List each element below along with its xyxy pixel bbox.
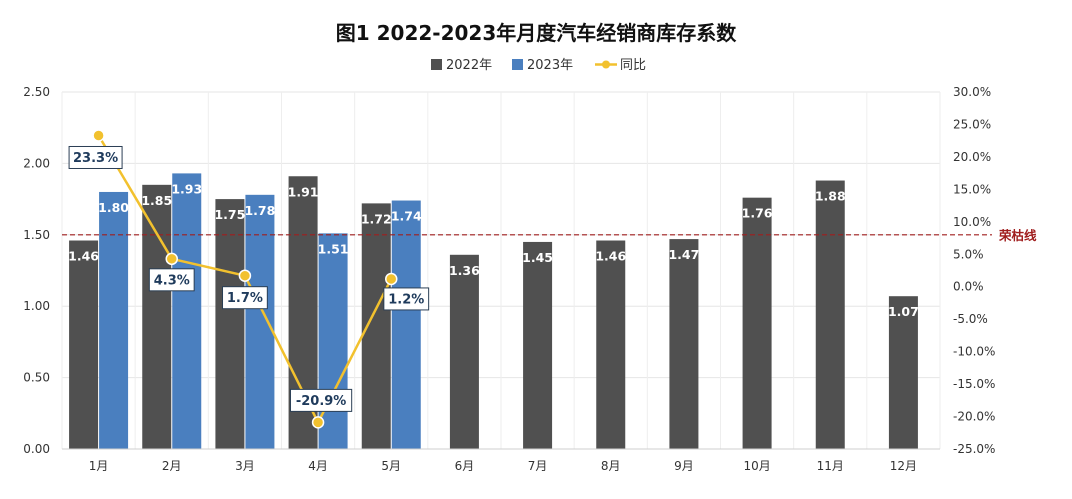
yoy-label-box: [289, 388, 353, 412]
gridlines: [61, 91, 941, 450]
x-tick-label: 4月: [308, 459, 328, 473]
x-tick-label: 7月: [528, 459, 548, 473]
reference-line-group: 荣枯线: [62, 228, 1037, 243]
yoy-label-box: [222, 286, 268, 310]
y-right-tick-label: 10.0%: [953, 215, 991, 229]
chart-title: 图1 2022-2023年月度汽车经销商库存系数: [336, 21, 738, 45]
y-right-tick-label: -15.0%: [953, 377, 995, 391]
bar-value-label: 1.78: [244, 203, 275, 218]
x-tick-label: 6月: [455, 459, 475, 473]
bar-2023: [391, 200, 421, 449]
bar-value-label: 1.47: [668, 247, 699, 262]
yoy-marker: [385, 272, 398, 286]
right-axis: -25.0% -20.0% -15.0% -10.0% -5.0% 0.0% 5.0% 10.…: [953, 85, 995, 456]
legend-swatch-2023: [512, 59, 523, 70]
legend-label-2023: 2023年: [527, 58, 573, 73]
yoy-label-box: [68, 145, 123, 169]
bar-value-label: 1.76: [742, 206, 773, 221]
bar-2022: [142, 184, 172, 449]
legend-swatch-2022: [431, 59, 442, 70]
y-right-tick-label: 15.0%: [953, 182, 991, 196]
y-right-tick-label: -5.0%: [953, 312, 988, 326]
bar-value-label: 1.72: [361, 211, 392, 226]
bar-value-label: 1.91: [288, 184, 319, 199]
y-right-tick-label: 0.0%: [953, 280, 984, 294]
x-tick-label: 9月: [674, 459, 694, 473]
bar-2023: [99, 191, 129, 449]
bar-2023: [318, 233, 348, 449]
bar-value-label: 1.88: [815, 189, 846, 204]
bar-value-label: 1.85: [141, 193, 172, 208]
left-axis: 0.00 0.50 1.00 1.50 2.00 2.50: [23, 85, 50, 456]
y-left-tick-label: 2.00: [23, 156, 50, 170]
bars: 1.46 1.80 1.851.93 1.75 1.78 1.91 1.51 1.72 1.74…: [68, 173, 919, 449]
yoy-value-label: -20.9%: [296, 394, 347, 409]
bar-2022: [523, 241, 553, 449]
bar-value-label: 1.93: [171, 181, 202, 196]
legend-label-yoy: 同比: [620, 58, 646, 73]
y-right-tick-label: 5.0%: [953, 247, 984, 261]
bar-2022: [449, 254, 479, 449]
bar-value-label: 1.36: [449, 263, 480, 278]
legend-marker-yoy: [602, 60, 610, 69]
yoy-value-label: 23.3%: [73, 151, 118, 166]
bar-value-label: 1.45: [522, 250, 553, 265]
y-right-tick-label: 30.0%: [953, 85, 991, 99]
bar-2023: [245, 194, 275, 449]
bar-2022: [742, 197, 772, 449]
yoy-label-box: [148, 268, 195, 292]
bar-value-label: 1.74: [391, 209, 422, 224]
bar-2022: [815, 180, 845, 449]
yoy-marker: [238, 269, 252, 282]
x-tick-label: 3月: [235, 459, 255, 473]
x-tick-label: 2月: [162, 459, 182, 473]
y-right-tick-label: -10.0%: [953, 345, 995, 359]
y-right-tick-label: 20.0%: [953, 150, 991, 164]
yoy-value-label: 4.3%: [154, 273, 190, 288]
legend-label-2022: 2022年: [446, 58, 492, 73]
bar-value-label: 1.75: [214, 207, 245, 222]
bar-2022: [888, 296, 918, 449]
y-left-tick-label: 0.00: [23, 442, 50, 456]
yoy-marker: [92, 129, 105, 142]
y-right-tick-label: 25.0%: [953, 117, 991, 131]
y-left-tick-label: 1.50: [23, 228, 50, 242]
yoy-value-label: 1.7%: [227, 291, 263, 306]
y-left-tick-label: 1.00: [23, 299, 50, 313]
bar-2022: [215, 199, 245, 449]
x-tick-label: 10月: [743, 459, 770, 473]
bar-value-label: 1.46: [595, 249, 626, 264]
bar-2022: [669, 239, 699, 449]
x-axis: 1月 2月 3月 4月 5月 6月 7月 8月 9月 10月 11月 12月: [62, 448, 940, 473]
x-tick-label: 11月: [817, 459, 844, 473]
yoy-label-box: [383, 287, 430, 311]
x-tick-label: 12月: [890, 459, 917, 473]
yoy-line-group: 23.3% 4.3% 1.7% -20.9% 1.2%: [68, 129, 430, 429]
legend: 2022年 2023年 同比: [431, 58, 646, 73]
yoy-marker: [311, 416, 325, 429]
y-right-tick-label: -20.0%: [953, 410, 995, 424]
yoy-marker: [165, 252, 178, 266]
y-left-tick-label: 2.50: [23, 85, 50, 99]
bar-2022: [69, 240, 99, 449]
bar-value-label: 1.80: [98, 200, 129, 215]
x-tick-label: 8月: [601, 459, 621, 473]
bar-value-label: 1.46: [68, 249, 99, 264]
bar-value-label: 1.07: [888, 304, 919, 319]
bar-2022: [596, 240, 626, 449]
x-tick-label: 1月: [89, 459, 109, 473]
x-tick-label: 5月: [381, 459, 401, 473]
y-left-tick-label: 0.50: [23, 371, 50, 385]
bar-2023: [172, 173, 202, 449]
yoy-value-label: 1.2%: [388, 292, 424, 307]
y-right-tick-label: -25.0%: [953, 442, 995, 456]
reference-line-label: 荣枯线: [998, 228, 1037, 243]
bar-value-label: 1.51: [318, 241, 349, 256]
